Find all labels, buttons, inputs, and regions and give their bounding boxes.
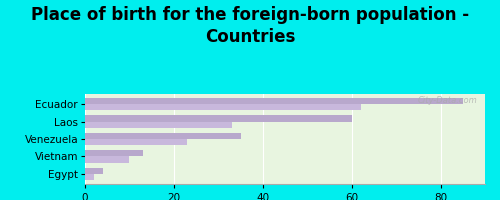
Text: Place of birth for the foreign-born population -
Countries: Place of birth for the foreign-born popu…: [31, 6, 469, 46]
Text: City-Data.com: City-Data.com: [418, 96, 477, 105]
Bar: [85, 104, 360, 110]
Bar: [85, 139, 187, 145]
Bar: [85, 133, 240, 139]
Bar: [85, 174, 94, 180]
Bar: [85, 150, 143, 156]
Bar: [85, 156, 130, 163]
Bar: [85, 115, 351, 122]
Bar: [85, 98, 463, 104]
Bar: [85, 122, 232, 128]
Bar: [85, 168, 103, 174]
